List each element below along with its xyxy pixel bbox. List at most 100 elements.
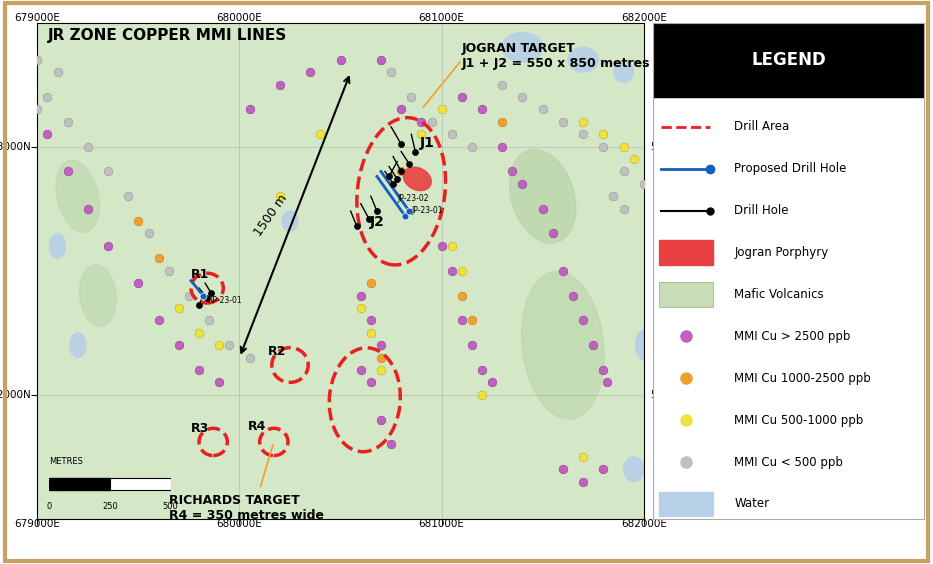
Ellipse shape <box>635 331 652 360</box>
Point <box>383 440 398 449</box>
Point <box>131 279 146 288</box>
Point <box>425 117 439 126</box>
Point <box>408 147 423 156</box>
Point <box>30 105 45 114</box>
Ellipse shape <box>522 271 604 419</box>
Text: J1: J1 <box>420 135 435 149</box>
Text: J2: J2 <box>369 215 384 229</box>
Text: Water: Water <box>734 497 770 510</box>
Text: 680000E: 680000E <box>216 12 262 23</box>
Bar <box>653 23 924 97</box>
Point <box>181 291 196 300</box>
Point <box>363 328 378 337</box>
Point <box>616 204 631 213</box>
Point <box>576 117 591 126</box>
Text: R3: R3 <box>191 422 209 435</box>
Ellipse shape <box>403 167 431 191</box>
Point <box>363 316 378 325</box>
Point <box>40 92 55 102</box>
Point <box>555 465 570 474</box>
Text: Proposed Drill Hole: Proposed Drill Hole <box>734 162 846 175</box>
Point <box>454 92 469 102</box>
Text: JP-23-02: JP-23-02 <box>397 194 428 203</box>
Point <box>397 212 412 221</box>
Point <box>596 465 611 474</box>
Point <box>565 291 580 300</box>
Text: Drill Area: Drill Area <box>734 120 789 133</box>
Point <box>363 279 378 288</box>
Point <box>121 192 136 201</box>
Point <box>141 229 156 238</box>
Point <box>596 130 611 139</box>
Ellipse shape <box>502 33 543 62</box>
Point <box>555 266 570 275</box>
Point <box>354 303 369 312</box>
Text: 681000E: 681000E <box>419 519 465 529</box>
Point <box>454 291 469 300</box>
Bar <box>659 282 713 307</box>
Point <box>515 92 530 102</box>
Text: R1: R1 <box>191 268 209 281</box>
Point <box>382 172 397 181</box>
Text: MMI Cu 1000-2500 ppb: MMI Cu 1000-2500 ppb <box>734 372 871 385</box>
Point <box>414 117 429 126</box>
Point <box>394 105 409 114</box>
Point <box>101 167 116 176</box>
Text: R4: R4 <box>247 420 266 433</box>
Point <box>151 254 166 263</box>
Ellipse shape <box>623 457 644 482</box>
Point <box>394 167 409 176</box>
Point <box>200 293 215 302</box>
Text: MMI Cu < 500 ppb: MMI Cu < 500 ppb <box>734 456 843 469</box>
Point <box>475 390 490 399</box>
Text: JP-23-01: JP-23-01 <box>411 206 443 215</box>
Text: MMI Cu > 2500 ppb: MMI Cu > 2500 ppb <box>734 330 851 343</box>
Ellipse shape <box>56 160 100 232</box>
Point <box>475 105 490 114</box>
Point <box>60 167 75 176</box>
Point <box>600 378 615 387</box>
Point <box>402 206 417 215</box>
Point <box>131 217 146 226</box>
Point <box>414 130 429 139</box>
Point <box>373 341 388 350</box>
Text: JR ZONE COPPER MMI LINES: JR ZONE COPPER MMI LINES <box>48 28 286 42</box>
Point <box>494 142 509 151</box>
Bar <box>659 492 713 517</box>
Text: 679000E: 679000E <box>14 519 61 529</box>
Point <box>616 142 631 151</box>
Point <box>373 353 388 362</box>
Point <box>576 316 591 325</box>
Point <box>454 316 469 325</box>
Point <box>80 204 95 213</box>
Point <box>80 142 95 151</box>
Text: 5213000N: 5213000N <box>0 142 31 152</box>
Point <box>191 365 206 374</box>
Point <box>333 55 348 64</box>
Text: 5213000N: 5213000N <box>649 142 703 152</box>
Point <box>465 316 480 325</box>
Point <box>373 365 388 374</box>
Point <box>354 291 369 300</box>
Text: Jogran Porphyry: Jogran Porphyry <box>734 246 829 259</box>
Point <box>545 229 560 238</box>
Bar <box>659 240 713 265</box>
Text: R2: R2 <box>268 345 286 358</box>
Point <box>202 316 216 325</box>
Point <box>212 378 227 387</box>
Text: JOGRAN TARGET
J1 + J2 = 550 x 850 metres: JOGRAN TARGET J1 + J2 = 550 x 850 metres <box>462 42 650 70</box>
Point <box>494 117 509 126</box>
Point <box>586 341 601 350</box>
Point <box>404 92 419 102</box>
Point <box>373 415 388 424</box>
Point <box>576 452 591 461</box>
Text: Mafic Volcanics: Mafic Volcanics <box>734 288 824 301</box>
Ellipse shape <box>509 149 576 243</box>
Text: 5212000N: 5212000N <box>649 390 703 400</box>
Point <box>30 55 45 64</box>
Point <box>536 204 550 213</box>
Ellipse shape <box>613 62 634 82</box>
Point <box>444 130 459 139</box>
Ellipse shape <box>568 47 598 72</box>
Point <box>191 328 206 337</box>
